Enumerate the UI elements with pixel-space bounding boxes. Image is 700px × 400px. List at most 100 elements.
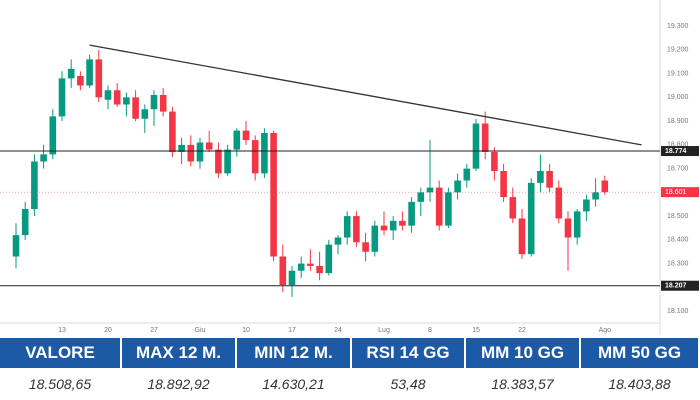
candle-body [297, 263, 305, 271]
y-tick-label: 18.500 [667, 213, 689, 220]
candle-body [279, 256, 287, 285]
stat-header: MIN 12 M. [237, 338, 350, 368]
x-tick-label: 17 [288, 327, 296, 334]
stat-header: RSI 14 GG [352, 338, 464, 368]
y-tick-label: 18.400 [667, 237, 689, 244]
candle-body [132, 97, 139, 119]
candle-body [169, 111, 176, 152]
candle-body [49, 116, 57, 155]
candle-body [40, 154, 47, 162]
candle-body [178, 144, 185, 152]
candle-body [58, 78, 66, 117]
candle-body [123, 97, 130, 105]
candle-body [187, 144, 195, 162]
x-tick-label: Giu [195, 327, 206, 334]
candle-body [445, 192, 452, 226]
candle-body [472, 123, 480, 169]
candle-body [454, 180, 461, 193]
candle-body [334, 237, 342, 245]
candle-body [31, 161, 38, 209]
candle-body [150, 95, 158, 110]
candle-body [21, 209, 29, 236]
candle-body [573, 211, 581, 238]
stat-value: 18.892,92 [147, 376, 210, 392]
x-tick-label: 15 [472, 327, 480, 334]
y-tick-label: 19.200 [667, 47, 689, 54]
candle-body [509, 197, 517, 219]
y-tick-label: 19.000 [667, 94, 689, 101]
level-tag [661, 280, 699, 291]
candle-body [270, 133, 277, 257]
y-tick-label: 18.800 [667, 142, 689, 149]
y-tick-label: 19.300 [667, 23, 689, 30]
candle-body [86, 59, 93, 86]
candle-body [233, 130, 241, 150]
candle-body [417, 192, 425, 202]
candle-body [12, 235, 20, 257]
candle-body [500, 171, 507, 198]
candle-body [426, 187, 434, 193]
x-tick-label: Ago [599, 327, 612, 334]
stat-header: MAX 12 M. [122, 338, 235, 368]
candle-body [408, 201, 415, 226]
x-tick-label: 13 [58, 327, 66, 334]
y-tick-label: 18.900 [667, 118, 689, 125]
candle-body [592, 192, 599, 200]
stats-table: VALORE MAX 12 M. MIN 12 M. RSI 14 GG MM 10 G… [0, 338, 700, 400]
candle-body [527, 182, 535, 255]
candle-body [251, 140, 259, 174]
candle-body [224, 149, 231, 174]
candle-body [159, 95, 167, 112]
candle-body [463, 168, 471, 181]
level-label: 18.774 [665, 148, 687, 155]
candle-body [343, 216, 351, 238]
candle-body [353, 216, 360, 243]
candle-body [288, 270, 296, 285]
candle-body [537, 171, 544, 183]
candle-body [215, 149, 222, 174]
level-label: 18.207 [665, 283, 687, 290]
stat-header: VALORE [0, 338, 120, 368]
level-tag [661, 146, 699, 157]
chart: 18.10018.20018.30018.40018.50018.60018.7… [0, 0, 699, 335]
candle-body [242, 130, 250, 141]
candle-body [261, 133, 268, 174]
stat-header: MM 50 GG [581, 338, 698, 368]
y-tick-label: 19.100 [667, 70, 689, 77]
candle-body [77, 76, 84, 86]
candle-body [399, 220, 406, 226]
candle-body [435, 187, 443, 226]
y-tick-label: 18.700 [667, 165, 689, 172]
stat-value: 18.508,65 [28, 376, 92, 392]
y-tick-label: 18.300 [667, 260, 689, 267]
candle-body [389, 220, 397, 231]
candle-body [141, 109, 149, 119]
stat-value: 18.403,88 [608, 376, 671, 392]
candle-body [583, 199, 590, 212]
candle-body [481, 123, 489, 152]
candle-body [307, 263, 314, 266]
candle-body [113, 90, 121, 105]
candle-body [95, 59, 103, 98]
stat-value: 18.383,57 [491, 376, 554, 392]
candle-body [518, 218, 526, 255]
candle-body [67, 68, 75, 79]
x-tick-label: 20 [104, 327, 112, 334]
stat-value: 53,48 [390, 376, 426, 392]
x-tick-label: 22 [518, 327, 526, 334]
candle-body [555, 187, 563, 219]
candle-body [371, 225, 379, 252]
candle-body [205, 142, 213, 150]
x-tick-label: 24 [334, 327, 342, 334]
candle-body [104, 90, 112, 100]
x-tick-label: 10 [242, 327, 250, 334]
x-tick-label: Lug [378, 327, 390, 334]
candle-body [546, 171, 553, 188]
candle-body [380, 225, 388, 231]
stat-value: 14.630,21 [262, 376, 325, 392]
candle-body [491, 152, 498, 171]
y-tick-label: 18.100 [667, 308, 689, 315]
trendline [89, 44, 642, 146]
candle-body [316, 266, 323, 274]
